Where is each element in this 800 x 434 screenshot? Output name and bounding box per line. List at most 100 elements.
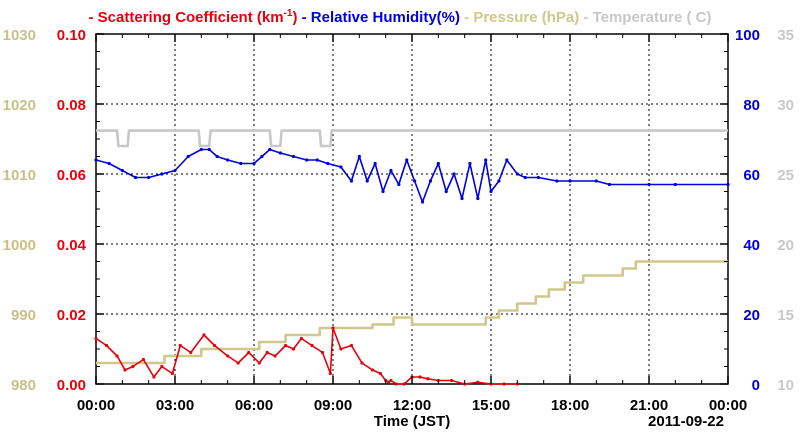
data-point-relative-humidity	[523, 175, 527, 180]
y-tick-label-humidity: 100	[735, 27, 760, 44]
y-tick-label-pressure: 1030	[3, 27, 36, 44]
data-point-scattering-coefficient	[236, 361, 240, 365]
data-point-scattering-coefficient	[502, 382, 506, 386]
x-tick-label: 06:00	[235, 397, 273, 414]
data-point-relative-humidity	[305, 158, 309, 162]
data-point-relative-humidity	[315, 158, 319, 162]
y-tick-label-temperature: 25	[777, 167, 794, 184]
data-point-relative-humidity	[594, 179, 598, 183]
data-point-relative-humidity	[489, 189, 493, 194]
data-point-relative-humidity	[413, 179, 417, 183]
data-point-scattering-coefficient	[402, 382, 406, 386]
data-point-scattering-coefficient	[265, 350, 269, 355]
data-point-scattering-coefficient	[141, 357, 145, 362]
x-tick-label: 00:00	[709, 397, 747, 414]
data-point-scattering-coefficient	[328, 371, 332, 376]
data-point-relative-humidity	[555, 179, 559, 183]
series-line-temperature	[96, 129, 728, 148]
data-point-relative-humidity	[186, 154, 190, 159]
data-point-scattering-coefficient	[331, 326, 335, 330]
legend-entry-label: Scattering Coefficient (km	[98, 9, 284, 26]
x-tick-label: 00:00	[77, 397, 115, 414]
data-point-relative-humidity	[568, 179, 572, 183]
data-point-scattering-coefficient	[247, 350, 251, 355]
y-tick-label-pressure: 1000	[3, 237, 36, 254]
data-point-relative-humidity	[239, 161, 243, 166]
data-point-relative-humidity	[389, 168, 393, 173]
series-line-scattering-coefficient	[95, 327, 518, 385]
data-point-relative-humidity	[607, 182, 612, 187]
data-point-scattering-coefficient	[273, 354, 277, 358]
data-point-relative-humidity	[505, 158, 509, 162]
data-point-relative-humidity	[460, 196, 464, 201]
y-tick-label-scattering: 0.02	[57, 307, 86, 324]
data-point-relative-humidity	[147, 175, 151, 180]
data-point-scattering-coefficient	[291, 347, 296, 351]
legend-entry-label: Pressure (hPa)	[473, 9, 579, 26]
data-point-scattering-coefficient	[202, 333, 206, 337]
data-point-scattering-coefficient	[476, 380, 480, 384]
y-tick-label-scattering: 0.04	[57, 237, 87, 254]
data-point-relative-humidity	[226, 158, 230, 162]
data-point-scattering-coefficient	[115, 354, 119, 358]
data-point-scattering-coefficient	[170, 371, 174, 376]
legend-dash: -	[460, 9, 473, 26]
data-point-relative-humidity	[405, 158, 409, 162]
data-point-relative-humidity	[260, 154, 264, 159]
y-tick-label-scattering: 0.10	[57, 27, 86, 44]
data-point-relative-humidity	[199, 147, 203, 152]
axes-layer: 98099010001010102010300.000.020.040.060.…	[3, 27, 794, 414]
legend-entry-tail: C)	[692, 9, 712, 26]
y-tick-label-pressure: 980	[11, 377, 36, 394]
data-point-scattering-coefficient	[378, 371, 382, 376]
data-point-relative-humidity	[484, 158, 488, 162]
x-tick-label: 03:00	[156, 397, 194, 414]
data-point-relative-humidity	[365, 179, 369, 183]
y-tick-label-humidity: 40	[743, 237, 760, 254]
data-point-relative-humidity	[160, 172, 164, 176]
data-point-scattering-coefficient	[360, 361, 364, 365]
data-point-relative-humidity	[349, 179, 354, 183]
x-axis-label: Time (JST)	[374, 413, 450, 430]
y-tick-label-humidity: 20	[743, 307, 760, 324]
data-point-relative-humidity	[291, 154, 296, 159]
legend-entry-label: Relative Humidity(%)	[311, 9, 460, 26]
data-point-relative-humidity	[373, 161, 377, 166]
data-point-relative-humidity	[357, 154, 361, 159]
data-point-relative-humidity	[207, 147, 211, 152]
data-point-scattering-coefficient	[426, 377, 430, 381]
x-tick-label: 21:00	[630, 397, 668, 414]
data-point-scattering-coefficient	[189, 350, 193, 355]
data-point-relative-humidity	[278, 151, 282, 155]
legend-entry-label: Temperature (	[593, 9, 692, 26]
date-label: 2011-09-22	[648, 413, 724, 430]
y-tick-label-temperature: 30	[777, 97, 794, 114]
data-point-relative-humidity	[397, 182, 401, 187]
x-tick-label: 18:00	[551, 397, 589, 414]
data-point-scattering-coefficient	[152, 375, 156, 379]
data-point-scattering-coefficient	[310, 343, 314, 348]
y-tick-label-humidity: 0	[752, 377, 760, 394]
data-point-relative-humidity	[173, 168, 177, 173]
series-line-pressure	[96, 260, 728, 365]
grid	[96, 34, 728, 384]
legend-dash: -	[89, 9, 98, 26]
data-point-scattering-coefficient	[178, 343, 182, 348]
data-point-scattering-coefficient	[104, 343, 109, 348]
data-point-scattering-coefficient	[160, 364, 164, 369]
data-point-relative-humidity	[120, 168, 124, 173]
y-tick-label-temperature: 35	[777, 27, 794, 44]
data-point-relative-humidity	[133, 175, 138, 180]
data-point-scattering-coefficient	[212, 343, 217, 348]
data-point-relative-humidity	[268, 147, 272, 152]
data-point-relative-humidity	[107, 161, 111, 166]
data-point-scattering-coefficient	[320, 350, 325, 355]
x-tick-label: 12:00	[393, 397, 431, 414]
x-tick-label: 09:00	[314, 397, 352, 414]
y-tick-label-pressure: 1020	[3, 97, 36, 114]
data-point-relative-humidity	[428, 179, 433, 183]
data-point-relative-humidity	[215, 154, 219, 159]
data-point-relative-humidity	[94, 158, 98, 162]
data-point-scattering-coefficient	[386, 380, 390, 384]
